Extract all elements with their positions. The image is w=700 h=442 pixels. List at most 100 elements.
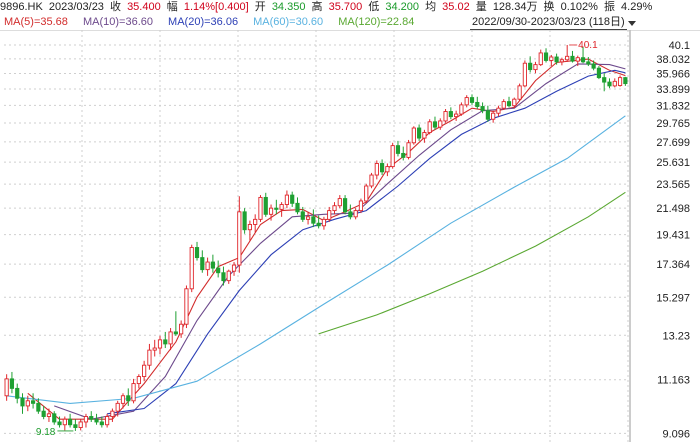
candle-body [147,349,152,366]
annotations: 40.1 9.18 [36,40,598,438]
candle-body [237,211,242,266]
candle-body [41,410,46,417]
candle [342,195,348,215]
candle-body [284,194,290,205]
y-tick-label: 29.765 [656,118,690,130]
candle-body [496,107,501,114]
candle [221,266,226,286]
candle-body [126,395,131,402]
candle [327,206,332,222]
date-range-selector[interactable]: 2022/09/30-2023/03/23 (118日) [470,16,627,30]
candle [68,413,73,428]
candle [263,192,268,217]
candle [612,78,617,88]
candlestick-chart: 40.1 9.18 40.1 38.032 35.966 33.899 31.832 29.… [0,30,700,442]
y-tick-label: 27.699 [656,137,690,149]
candle-body [36,402,41,412]
dropdown-arrow-icon[interactable] [626,17,638,29]
turnover-label: 换 [543,1,555,13]
candle [184,285,189,329]
candle [580,46,586,64]
candle [89,411,94,422]
quote-info-bar: 9896.HK 2023/03/23 收 35.400 幅 1.14%[0.40… [0,0,700,14]
candle-body [110,410,115,417]
candle [448,107,453,120]
candle-body [120,395,126,404]
candle [380,159,385,176]
candle [78,419,83,431]
candle-body [602,77,607,83]
candle [617,75,623,87]
candle [417,124,422,141]
legend-ma20: MA(20)=36.06 [168,16,239,28]
candle-body [327,210,332,220]
candle [528,56,533,73]
candle [401,146,406,161]
candle [443,109,448,123]
grid [0,30,700,442]
candle-body [210,261,215,269]
candle-body [348,211,353,218]
candle [591,60,596,71]
close-label: 收 [110,1,121,13]
candle [46,408,52,422]
candle [332,202,337,215]
candle-body [105,416,110,426]
y-tick-label: 19.431 [656,230,690,242]
avg-label: 均 [425,1,437,13]
candle-body [549,56,554,61]
candle [25,395,30,412]
candle [189,244,194,293]
candle-body [559,59,564,63]
candle [364,183,369,204]
candle [131,378,136,404]
candle-body [575,57,580,62]
candle-body [46,413,52,417]
candle-body [263,196,268,215]
candle-body [522,62,527,87]
candle [105,413,110,428]
candle [395,140,401,157]
y-tick-label: 23.565 [656,179,690,191]
candle [496,105,501,117]
candle-body [216,267,221,274]
candle [57,416,62,428]
candle [464,95,469,108]
candle-body [4,378,9,397]
candle-body [258,196,263,220]
candle-body [89,416,94,420]
candle-body [205,261,210,271]
candle-body [417,127,422,139]
candle [469,94,475,105]
candle [115,400,120,417]
candle [348,204,353,220]
candle-body [300,211,305,220]
y-tick-label: 17.364 [656,259,690,271]
candle [559,57,564,66]
candle [305,211,311,225]
candle-body [443,111,448,122]
candle-body [78,421,83,428]
candle [284,190,290,209]
candle-body [52,413,57,423]
candle-body [157,339,163,349]
candle [99,416,104,428]
candle [41,405,46,420]
candle [52,411,57,425]
quote-date: 2023/03/23 [48,1,104,13]
candle [512,97,517,109]
candle [570,50,575,63]
candle-body [94,418,99,423]
candle-body [226,270,231,282]
candle [274,199,279,215]
y-tick-label: 15.297 [656,292,690,304]
candle-body [57,421,62,426]
candle [549,54,554,67]
candle [120,393,126,409]
candle-body [459,104,464,115]
y-tick-label: 33.899 [656,84,690,96]
candle-body [62,418,67,426]
candle-body [623,77,628,85]
candle [316,215,321,229]
candle-body [401,152,406,158]
